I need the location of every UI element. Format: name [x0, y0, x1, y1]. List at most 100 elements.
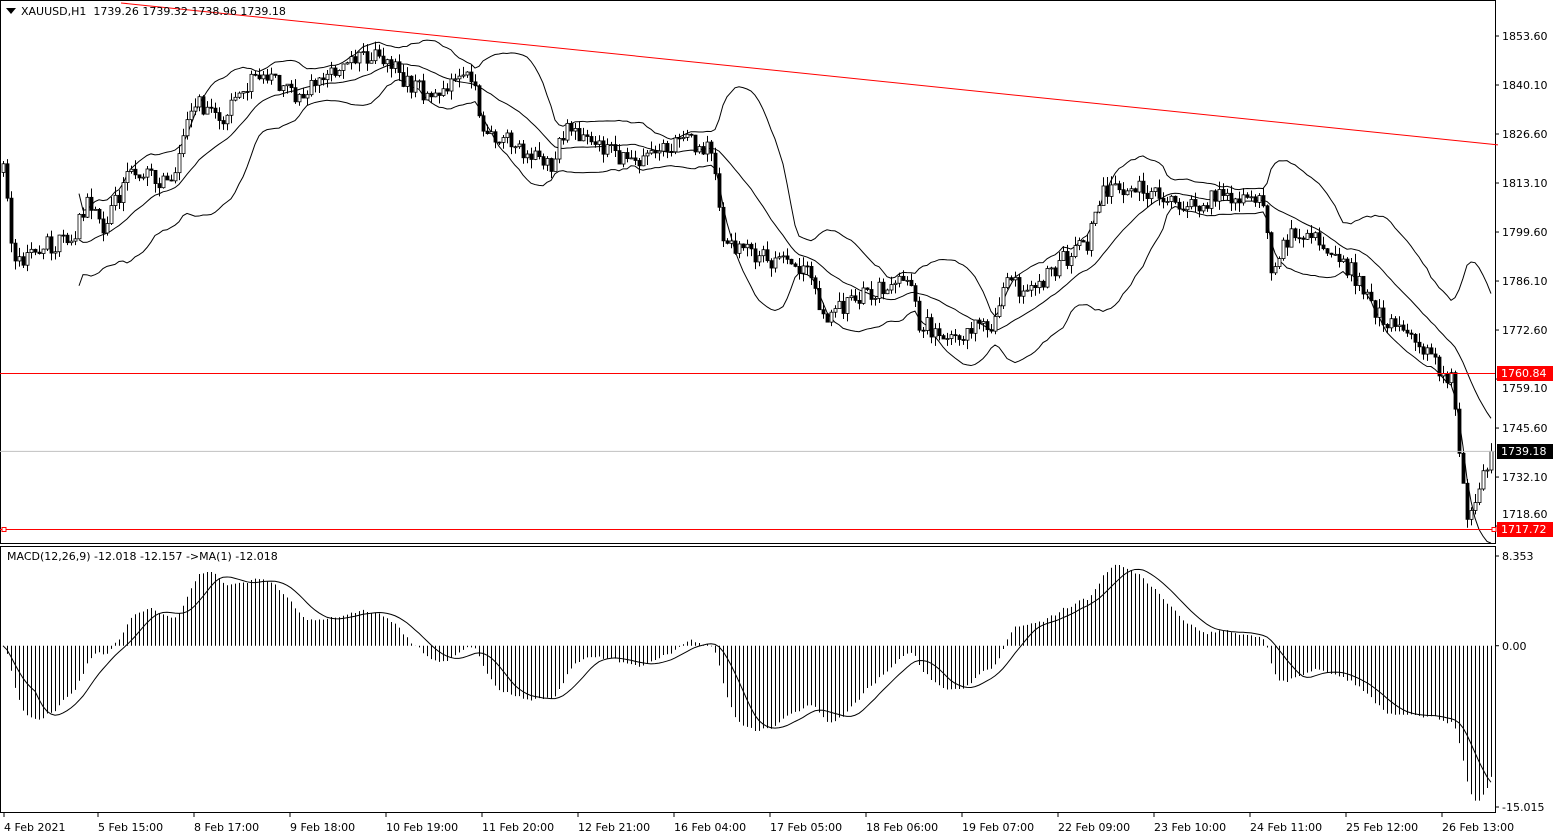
candle	[841, 292, 846, 320]
price-axis-label: 1759.10	[1502, 381, 1548, 395]
candle	[1137, 175, 1142, 201]
candle-body	[1205, 205, 1210, 209]
candle	[13, 238, 18, 270]
candle-body	[761, 249, 766, 257]
candle	[225, 114, 230, 131]
candle-body	[1461, 452, 1466, 484]
candle	[489, 125, 494, 135]
candle-body	[513, 146, 518, 149]
candle	[717, 167, 722, 212]
candle	[1005, 272, 1010, 290]
candle	[145, 165, 150, 186]
candle-body	[157, 183, 162, 189]
candle-body	[29, 248, 34, 253]
candle	[369, 52, 374, 64]
candle-body	[457, 75, 462, 80]
candle	[877, 277, 882, 304]
candle-body	[1089, 223, 1094, 251]
candle-body	[861, 287, 866, 304]
candle-body	[69, 240, 74, 244]
candle	[353, 49, 358, 65]
candle	[609, 141, 614, 153]
candle-body	[885, 289, 890, 295]
candle	[761, 245, 766, 263]
candle	[189, 103, 194, 128]
candle-body	[93, 208, 98, 211]
candle	[325, 70, 330, 88]
candle	[85, 193, 90, 218]
candle-body	[657, 150, 662, 154]
candle	[1425, 344, 1430, 361]
candle-body	[745, 243, 750, 249]
candle-body	[569, 122, 574, 132]
candle-body	[1481, 470, 1486, 490]
candle	[1145, 185, 1150, 208]
candle-body	[829, 311, 834, 323]
candle-body	[41, 248, 46, 254]
candle-body	[333, 67, 338, 76]
candle	[1289, 219, 1294, 248]
candle-body	[1485, 469, 1490, 472]
candle-body	[1125, 190, 1130, 196]
candle-body	[941, 335, 946, 340]
candle-body	[101, 218, 106, 234]
candle	[217, 107, 222, 130]
candle-body	[1385, 324, 1390, 329]
bollinger-upper-band	[78, 39, 1492, 317]
candle-body	[1161, 198, 1166, 203]
candle-body	[1273, 266, 1278, 274]
candle-body	[265, 74, 270, 81]
candle	[945, 332, 950, 346]
dropdown-triangle-icon[interactable]	[6, 8, 16, 14]
candle-body	[277, 74, 282, 91]
candle-body	[1241, 194, 1246, 204]
candle	[1021, 285, 1026, 304]
candle-body	[1389, 318, 1394, 329]
candle-body	[1093, 211, 1098, 224]
candle-body	[209, 106, 214, 109]
candle-body	[1401, 324, 1406, 331]
candle-body	[649, 150, 654, 154]
candle	[801, 257, 806, 282]
candle-body	[1, 163, 6, 173]
candle	[1213, 189, 1218, 207]
candle-body	[497, 141, 502, 144]
price-axis-label: 1772.60	[1502, 324, 1548, 338]
candle-body	[981, 321, 986, 324]
candle	[741, 243, 746, 251]
candle	[905, 276, 910, 286]
candle	[625, 147, 630, 163]
candle	[485, 124, 490, 135]
candle-body	[1017, 277, 1022, 297]
time-axis-label: 4 Feb 2021	[4, 821, 66, 834]
candle	[1181, 201, 1186, 212]
candle	[865, 287, 870, 292]
candle-body	[445, 88, 450, 92]
price-axis-label: 1786.10	[1502, 275, 1548, 289]
candle	[1053, 266, 1058, 281]
candle	[33, 248, 38, 256]
candle-body	[585, 134, 590, 137]
candle-body	[873, 298, 878, 300]
macd-histogram	[2, 564, 1492, 801]
candle-body	[681, 137, 686, 140]
level-price-tag: 1760.84	[1497, 365, 1553, 381]
candle-body	[821, 309, 826, 315]
price-levels[interactable]	[0, 2, 1499, 532]
candle-body	[1449, 372, 1454, 384]
candle	[77, 213, 82, 240]
candle	[1225, 188, 1230, 201]
candle	[557, 137, 562, 164]
candle	[377, 44, 382, 59]
candle-body	[537, 150, 542, 157]
candle-body	[133, 168, 138, 176]
candle-body	[969, 328, 974, 334]
candle-body	[417, 80, 422, 83]
bollinger-bands	[78, 39, 1492, 544]
candle	[289, 80, 294, 93]
price-axis-label: 1840.10	[1502, 79, 1548, 92]
candle-body	[385, 59, 390, 65]
candle	[1165, 196, 1170, 206]
candle	[881, 278, 886, 300]
